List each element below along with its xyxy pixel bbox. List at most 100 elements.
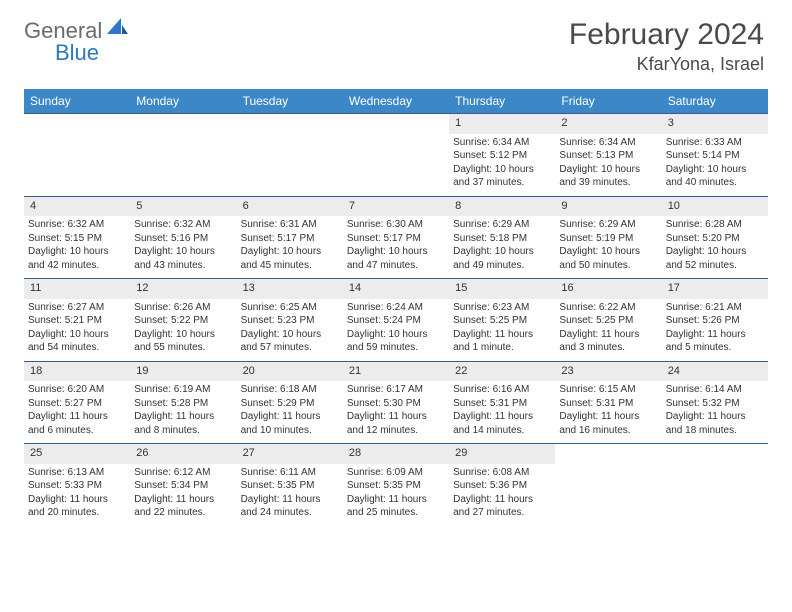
daylight-text-1: Daylight: 10 hours xyxy=(559,163,657,177)
sunrise-text: Sunrise: 6:32 AM xyxy=(134,218,232,232)
day-number-cell: 13 xyxy=(237,279,343,299)
day-detail-cell: Sunrise: 6:32 AMSunset: 5:16 PMDaylight:… xyxy=(130,216,236,279)
day-number-row: 18192021222324 xyxy=(24,361,768,381)
sunrise-text: Sunrise: 6:18 AM xyxy=(241,383,339,397)
day-detail-cell: Sunrise: 6:23 AMSunset: 5:25 PMDaylight:… xyxy=(449,299,555,362)
sunrise-text: Sunrise: 6:21 AM xyxy=(666,301,764,315)
daylight-text-2: and 49 minutes. xyxy=(453,259,551,273)
day-detail-cell: Sunrise: 6:27 AMSunset: 5:21 PMDaylight:… xyxy=(24,299,130,362)
daylight-text-2: and 14 minutes. xyxy=(453,424,551,438)
sunrise-text: Sunrise: 6:29 AM xyxy=(559,218,657,232)
day-number-cell: 14 xyxy=(343,279,449,299)
day-detail-cell: Sunrise: 6:20 AMSunset: 5:27 PMDaylight:… xyxy=(24,381,130,444)
day-detail-cell: Sunrise: 6:17 AMSunset: 5:30 PMDaylight:… xyxy=(343,381,449,444)
sunset-text: Sunset: 5:23 PM xyxy=(241,314,339,328)
sunset-text: Sunset: 5:24 PM xyxy=(347,314,445,328)
sunset-text: Sunset: 5:29 PM xyxy=(241,397,339,411)
day-detail-cell: Sunrise: 6:19 AMSunset: 5:28 PMDaylight:… xyxy=(130,381,236,444)
sunset-text: Sunset: 5:12 PM xyxy=(453,149,551,163)
daylight-text-2: and 12 minutes. xyxy=(347,424,445,438)
day-number-cell: 22 xyxy=(449,361,555,381)
daylight-text-1: Daylight: 10 hours xyxy=(347,328,445,342)
day-detail-cell: Sunrise: 6:30 AMSunset: 5:17 PMDaylight:… xyxy=(343,216,449,279)
sunrise-text: Sunrise: 6:14 AM xyxy=(666,383,764,397)
daylight-text-2: and 55 minutes. xyxy=(134,341,232,355)
daylight-text-2: and 40 minutes. xyxy=(666,176,764,190)
day-detail-cell: Sunrise: 6:09 AMSunset: 5:35 PMDaylight:… xyxy=(343,464,449,526)
day-number-row: 2526272829 xyxy=(24,444,768,464)
daylight-text-2: and 52 minutes. xyxy=(666,259,764,273)
sunrise-text: Sunrise: 6:26 AM xyxy=(134,301,232,315)
day-detail-cell: Sunrise: 6:12 AMSunset: 5:34 PMDaylight:… xyxy=(130,464,236,526)
day-number-cell: 3 xyxy=(662,114,768,134)
daylight-text-1: Daylight: 10 hours xyxy=(241,245,339,259)
daylight-text-1: Daylight: 11 hours xyxy=(453,328,551,342)
day-detail-cell: Sunrise: 6:29 AMSunset: 5:19 PMDaylight:… xyxy=(555,216,661,279)
sunset-text: Sunset: 5:31 PM xyxy=(453,397,551,411)
day-header: Friday xyxy=(555,89,661,114)
daylight-text-1: Daylight: 11 hours xyxy=(241,410,339,424)
sunrise-text: Sunrise: 6:30 AM xyxy=(347,218,445,232)
day-number-cell xyxy=(555,444,661,464)
daylight-text-1: Daylight: 11 hours xyxy=(453,493,551,507)
daylight-text-2: and 1 minute. xyxy=(453,341,551,355)
daylight-text-2: and 8 minutes. xyxy=(134,424,232,438)
sunrise-text: Sunrise: 6:20 AM xyxy=(28,383,126,397)
day-header: Thursday xyxy=(449,89,555,114)
title-block: February 2024 KfarYona, Israel xyxy=(569,18,764,75)
day-number-cell xyxy=(24,114,130,134)
day-detail-cell: Sunrise: 6:11 AMSunset: 5:35 PMDaylight:… xyxy=(237,464,343,526)
day-number-cell: 19 xyxy=(130,361,236,381)
day-number-cell xyxy=(130,114,236,134)
day-number-cell: 10 xyxy=(662,196,768,216)
daylight-text-1: Daylight: 10 hours xyxy=(666,163,764,177)
day-detail-cell: Sunrise: 6:22 AMSunset: 5:25 PMDaylight:… xyxy=(555,299,661,362)
sunset-text: Sunset: 5:17 PM xyxy=(347,232,445,246)
daylight-text-1: Daylight: 11 hours xyxy=(559,328,657,342)
sunset-text: Sunset: 5:22 PM xyxy=(134,314,232,328)
sunset-text: Sunset: 5:20 PM xyxy=(666,232,764,246)
day-number-cell: 12 xyxy=(130,279,236,299)
day-number-cell: 24 xyxy=(662,361,768,381)
logo: General Blue xyxy=(24,18,131,44)
day-number-cell: 21 xyxy=(343,361,449,381)
sunrise-text: Sunrise: 6:09 AM xyxy=(347,466,445,480)
sunrise-text: Sunrise: 6:34 AM xyxy=(559,136,657,150)
day-detail-row: Sunrise: 6:32 AMSunset: 5:15 PMDaylight:… xyxy=(24,216,768,279)
day-detail-cell: Sunrise: 6:33 AMSunset: 5:14 PMDaylight:… xyxy=(662,134,768,197)
daylight-text-2: and 39 minutes. xyxy=(559,176,657,190)
sunset-text: Sunset: 5:33 PM xyxy=(28,479,126,493)
sunrise-text: Sunrise: 6:24 AM xyxy=(347,301,445,315)
day-number-cell: 1 xyxy=(449,114,555,134)
day-detail-row: Sunrise: 6:27 AMSunset: 5:21 PMDaylight:… xyxy=(24,299,768,362)
sunset-text: Sunset: 5:16 PM xyxy=(134,232,232,246)
sunset-text: Sunset: 5:25 PM xyxy=(453,314,551,328)
daylight-text-1: Daylight: 10 hours xyxy=(28,245,126,259)
day-number-cell: 25 xyxy=(24,444,130,464)
day-header: Tuesday xyxy=(237,89,343,114)
sunset-text: Sunset: 5:19 PM xyxy=(559,232,657,246)
sunset-text: Sunset: 5:21 PM xyxy=(28,314,126,328)
day-number-row: 123 xyxy=(24,114,768,134)
day-number-row: 45678910 xyxy=(24,196,768,216)
sunset-text: Sunset: 5:25 PM xyxy=(559,314,657,328)
logo-text-blue: Blue xyxy=(55,40,99,66)
month-title: February 2024 xyxy=(569,18,764,52)
day-detail-cell: Sunrise: 6:34 AMSunset: 5:13 PMDaylight:… xyxy=(555,134,661,197)
daylight-text-2: and 57 minutes. xyxy=(241,341,339,355)
day-detail-cell: Sunrise: 6:21 AMSunset: 5:26 PMDaylight:… xyxy=(662,299,768,362)
sunset-text: Sunset: 5:15 PM xyxy=(28,232,126,246)
logo-sail-icon xyxy=(105,16,129,41)
day-number-cell: 20 xyxy=(237,361,343,381)
calendar-table: Sunday Monday Tuesday Wednesday Thursday… xyxy=(24,89,768,526)
sunrise-text: Sunrise: 6:29 AM xyxy=(453,218,551,232)
sunrise-text: Sunrise: 6:15 AM xyxy=(559,383,657,397)
day-detail-cell xyxy=(24,134,130,197)
day-detail-cell: Sunrise: 6:28 AMSunset: 5:20 PMDaylight:… xyxy=(662,216,768,279)
daylight-text-1: Daylight: 11 hours xyxy=(666,328,764,342)
daylight-text-1: Daylight: 10 hours xyxy=(453,245,551,259)
daylight-text-1: Daylight: 11 hours xyxy=(347,410,445,424)
day-number-cell: 26 xyxy=(130,444,236,464)
sunset-text: Sunset: 5:18 PM xyxy=(453,232,551,246)
daylight-text-2: and 10 minutes. xyxy=(241,424,339,438)
